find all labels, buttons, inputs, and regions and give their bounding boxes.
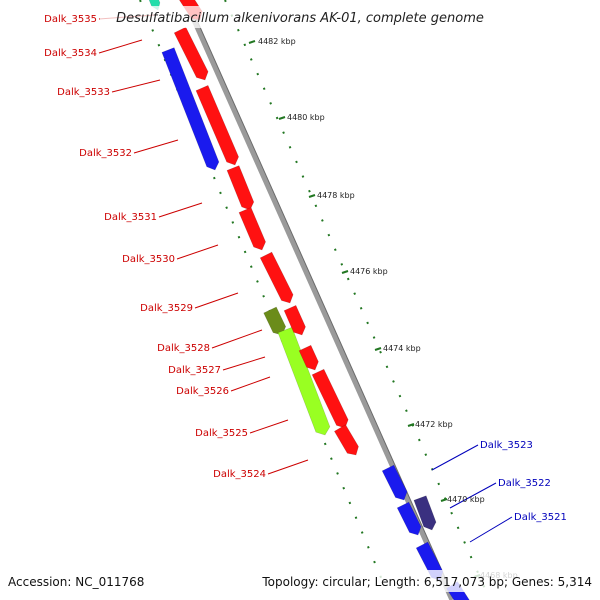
scale-tick-mark (308, 194, 316, 198)
gene-label: Dalk_3525 (195, 428, 248, 439)
scale-tick-label: 4482 kbp (258, 37, 296, 46)
label-leader-line (133, 139, 179, 154)
gene-block (173, 26, 209, 81)
scale-tick-mark (278, 116, 286, 120)
gene-block (381, 464, 408, 501)
scale-tick-label: 4480 kbp (287, 113, 325, 122)
label-leader-line (267, 459, 309, 475)
gene-track (148, 0, 470, 600)
topology-summary: Topology: circular; Length: 6,517,073 bp… (261, 575, 592, 589)
gene-label: Dalk_3526 (176, 386, 229, 397)
gene-label: Dalk_3524 (213, 469, 266, 480)
title-backdrop (100, 6, 500, 28)
gene-block (413, 495, 437, 531)
scale-tick-label: 4472 kbp (415, 420, 453, 429)
gene-block (195, 85, 239, 166)
label-leaders (98, 14, 513, 543)
gene-label: Dalk_3521 (514, 512, 567, 523)
gene-label: Dalk_3522 (498, 478, 551, 489)
label-leader-line (194, 292, 239, 309)
gene-label: Dalk_3532 (79, 148, 132, 159)
scale-tick-mark (341, 270, 349, 274)
gene-label: Dalk_3529 (140, 303, 193, 314)
gene-block (333, 424, 359, 456)
label-leader-line (98, 39, 143, 54)
gene-label: Dalk_3523 (480, 440, 533, 451)
gene-block (238, 207, 266, 251)
gene-label: Dalk_3528 (157, 343, 210, 354)
gene-block (277, 326, 331, 436)
label-leader-line (449, 482, 497, 509)
label-leader-line (431, 444, 479, 471)
gene-block (396, 501, 422, 536)
label-leader-line (111, 79, 161, 93)
dashed-guides (139, 0, 491, 600)
gene-label: Dalk_3527 (168, 365, 221, 376)
scale-tick-label: 4478 kbp (317, 191, 355, 200)
label-leader-line (230, 376, 271, 392)
accession-text: Accession: NC_011768 (8, 575, 144, 589)
gene-block (298, 344, 319, 371)
gene-block (161, 47, 220, 171)
scale-tick-mark (248, 40, 256, 44)
label-leader-line (469, 516, 513, 543)
scale-tick-label: 4476 kbp (350, 267, 388, 276)
scale-tick-label: 4474 kbp (383, 344, 421, 353)
scale-tick-label: 4470 kbp (447, 495, 485, 504)
gene-label: Dalk_3535 (44, 14, 97, 25)
gene-label: Dalk_3531 (104, 212, 157, 223)
gene-block (259, 251, 294, 304)
gene-label: Dalk_3533 (57, 87, 110, 98)
label-leader-line (176, 244, 219, 260)
backbone (182, 0, 456, 600)
gene-block (311, 368, 349, 429)
gene-label: Dalk_3530 (122, 254, 175, 265)
scale-tick-mark (407, 423, 415, 427)
label-leader-line (249, 419, 289, 434)
gene-labels: Dalk_3535 Dalk_3534 Dalk_3533 Dalk_3532 Dalk… (44, 14, 567, 523)
gene-block (283, 305, 306, 336)
footer-backdrop (0, 570, 600, 592)
map-title: Desulfatibacillum alkenivorans AK-01, co… (116, 11, 484, 26)
label-leader-line (158, 202, 203, 218)
gene-block (226, 165, 255, 211)
scale-tick-mark (374, 347, 382, 351)
gene-label: Dalk_3534 (44, 48, 97, 59)
scale-tick-mark (440, 498, 448, 502)
label-leader-line (222, 356, 266, 371)
label-leader-line (211, 329, 263, 349)
